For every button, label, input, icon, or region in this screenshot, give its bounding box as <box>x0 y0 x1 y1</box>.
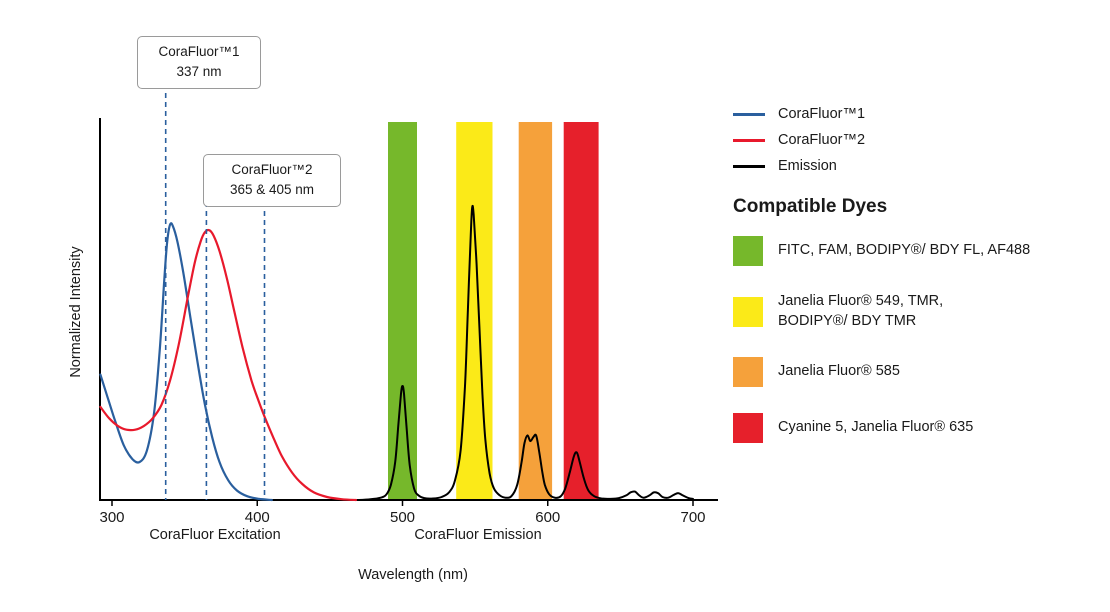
line-swatch-corafluor2 <box>733 138 765 142</box>
spectra-chart: 300 400 500 600 700 <box>99 84 718 526</box>
legend-label-corafluor1: CoraFluor™1 <box>778 106 866 122</box>
emission-curve <box>357 204 694 501</box>
x-group-label-emission: CoraFluor Emission <box>414 527 542 543</box>
legend-item-corafluor2: CoraFluor™2 <box>733 132 1105 148</box>
dye-label-red: Cyanine 5, Janelia Fluor® 635 <box>778 419 974 436</box>
x-tick-label: 600 <box>535 509 560 526</box>
x-tick-label: 300 <box>99 509 124 526</box>
legend: CoraFluor™1 CoraFluor™2 Emission Compati… <box>733 106 1105 469</box>
excitation-curve-corafluor2 <box>99 228 358 502</box>
x-axis-label: Wavelength (nm) <box>358 567 468 583</box>
dye-item-red: Cyanine 5, Janelia Fluor® 635 <box>733 413 1105 444</box>
excitation-curve-corafluor1 <box>99 222 273 502</box>
line-swatch-emission <box>733 164 765 168</box>
color-swatch-green <box>733 236 763 266</box>
callout-title: CoraFluor™2 <box>231 162 313 177</box>
emission-filter-band-0 <box>388 122 417 500</box>
legend-item-corafluor1: CoraFluor™1 <box>733 106 1105 122</box>
legend-label-corafluor2: CoraFluor™2 <box>778 132 866 148</box>
dye-label-yellow: Janelia Fluor® 549, TMR, BODIPY®/ BDY TM… <box>778 293 944 329</box>
callout-corafluor2-365-405nm: CoraFluor™2 365 & 405 nm <box>203 154 341 207</box>
callout-title: CoraFluor™1 <box>158 44 240 59</box>
x-tick-label: 700 <box>680 509 705 526</box>
x-tick-label: 500 <box>390 509 415 526</box>
dye-item-yellow: Janelia Fluor® 549, TMR, BODIPY®/ BDY TM… <box>733 292 1105 331</box>
callout-wavelength: 337 nm <box>176 64 222 80</box>
dye-label-green: FITC, FAM, BODIPY®/ BDY FL, AF488 <box>778 242 1031 259</box>
dye-label-orange: Janelia Fluor® 585 <box>778 363 900 380</box>
color-swatch-red <box>733 413 763 444</box>
callout-corafluor1-337nm: CoraFluor™1 337 nm <box>137 36 261 89</box>
color-swatch-orange <box>733 357 763 388</box>
dye-item-orange: Janelia Fluor® 585 <box>733 357 1105 388</box>
legend-item-emission: Emission <box>733 158 1105 174</box>
emission-filter-band-3 <box>563 122 599 500</box>
x-group-label-excitation: CoraFluor Excitation <box>149 527 281 543</box>
dye-item-green: FITC, FAM, BODIPY®/ BDY FL, AF488 <box>733 236 1105 266</box>
callout-wavelength: 365 & 405 nm <box>229 182 315 198</box>
x-tick-label: 400 <box>245 509 270 526</box>
y-axis-label: Normalized Intensity <box>68 246 84 378</box>
line-swatch-corafluor1 <box>733 112 765 116</box>
legend-label-emission: Emission <box>778 158 837 174</box>
compatible-dyes-heading: Compatible Dyes <box>733 196 888 217</box>
color-swatch-yellow <box>733 296 763 327</box>
emission-filter-band-2 <box>518 122 553 500</box>
